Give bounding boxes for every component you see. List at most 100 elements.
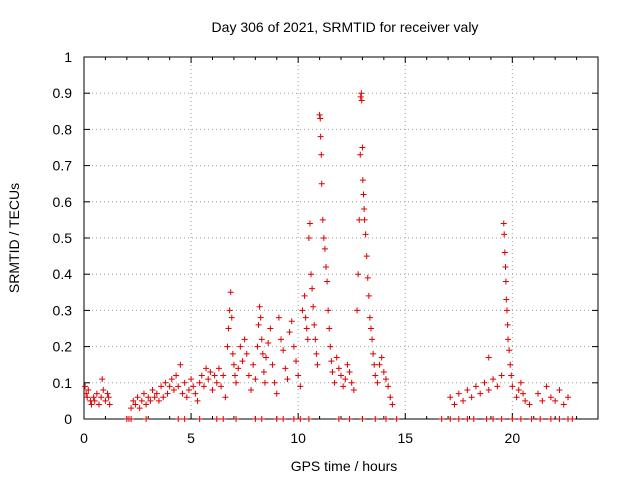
data-point — [220, 416, 227, 422]
data-point — [447, 394, 454, 401]
data-point — [140, 390, 147, 397]
data-point — [335, 365, 342, 372]
data-point — [160, 394, 167, 401]
data-point — [535, 390, 542, 397]
data-point — [309, 285, 316, 292]
data-point — [477, 390, 484, 397]
data-point — [382, 376, 389, 383]
data-point — [273, 416, 280, 422]
data-point — [354, 307, 361, 314]
data-point — [325, 307, 332, 314]
data-point — [252, 376, 259, 383]
y-tick-label: 0 — [64, 411, 72, 427]
data-point — [385, 383, 392, 390]
data-point — [547, 394, 554, 401]
data-point — [147, 397, 154, 404]
data-point — [162, 379, 169, 386]
data-point — [155, 397, 162, 404]
data-point — [543, 383, 550, 390]
data-point — [317, 133, 324, 140]
data-point — [196, 416, 203, 422]
data-point — [239, 358, 246, 365]
data-point — [355, 271, 362, 278]
data-point — [371, 361, 378, 368]
data-point — [509, 416, 516, 422]
data-point — [372, 416, 379, 422]
data-point — [164, 390, 171, 397]
data-point — [317, 115, 324, 122]
data-point — [278, 336, 285, 343]
data-point — [520, 390, 527, 397]
data-point — [229, 350, 236, 357]
data-point — [537, 416, 544, 422]
data-point — [259, 350, 266, 357]
data-point — [340, 383, 347, 390]
data-point — [318, 180, 325, 187]
data-point — [83, 390, 90, 397]
data-point — [227, 289, 234, 296]
data-point — [130, 397, 137, 404]
data-point — [331, 379, 338, 386]
data-point — [312, 336, 319, 343]
y-tick-label: 1 — [64, 49, 72, 65]
data-point — [470, 416, 477, 422]
data-point — [248, 387, 255, 394]
y-tick-label: 0.4 — [53, 266, 73, 282]
data-point — [369, 336, 376, 343]
data-point — [503, 307, 510, 314]
data-point — [151, 394, 158, 401]
data-point — [128, 416, 135, 422]
data-point — [224, 343, 231, 350]
data-point — [539, 397, 546, 404]
data-point — [267, 325, 274, 332]
data-point — [301, 292, 308, 299]
data-point — [361, 206, 368, 213]
data-point — [181, 379, 188, 386]
data-point — [100, 387, 107, 394]
data-point — [257, 314, 264, 321]
data-point — [361, 216, 368, 223]
data-point — [243, 350, 250, 357]
data-point — [372, 372, 379, 379]
data-point — [380, 368, 387, 375]
data-point — [505, 336, 512, 343]
data-point — [509, 383, 516, 390]
data-point — [95, 401, 102, 408]
y-tick-label: 0.1 — [53, 375, 73, 391]
data-point — [230, 361, 237, 368]
data-point — [323, 263, 330, 270]
data-point — [522, 397, 529, 404]
data-point — [145, 394, 152, 401]
data-point — [344, 361, 351, 368]
data-point — [282, 365, 289, 372]
data-point — [226, 307, 233, 314]
data-point — [389, 401, 396, 408]
y-tick-label: 0.5 — [53, 230, 73, 246]
data-point — [82, 383, 89, 390]
data-point — [326, 325, 333, 332]
data-point — [314, 361, 321, 368]
data-point — [528, 416, 535, 422]
data-point — [481, 379, 488, 386]
data-point — [333, 354, 340, 361]
data-point — [329, 368, 336, 375]
data-point — [190, 383, 197, 390]
data-point — [438, 416, 445, 422]
data-point — [318, 151, 325, 158]
data-point — [188, 376, 195, 383]
data-point — [233, 379, 240, 386]
data-point — [179, 390, 186, 397]
data-point — [455, 416, 462, 422]
data-point — [102, 397, 109, 404]
data-point — [138, 397, 145, 404]
data-point — [319, 216, 326, 223]
data-point — [483, 416, 490, 422]
data-point — [194, 397, 201, 404]
data-point — [367, 325, 374, 332]
y-tick-label: 0.8 — [53, 121, 73, 137]
data-point — [175, 416, 182, 422]
data-point — [196, 379, 203, 386]
data-point — [311, 321, 318, 328]
data-point — [84, 394, 91, 401]
data-point — [472, 383, 479, 390]
